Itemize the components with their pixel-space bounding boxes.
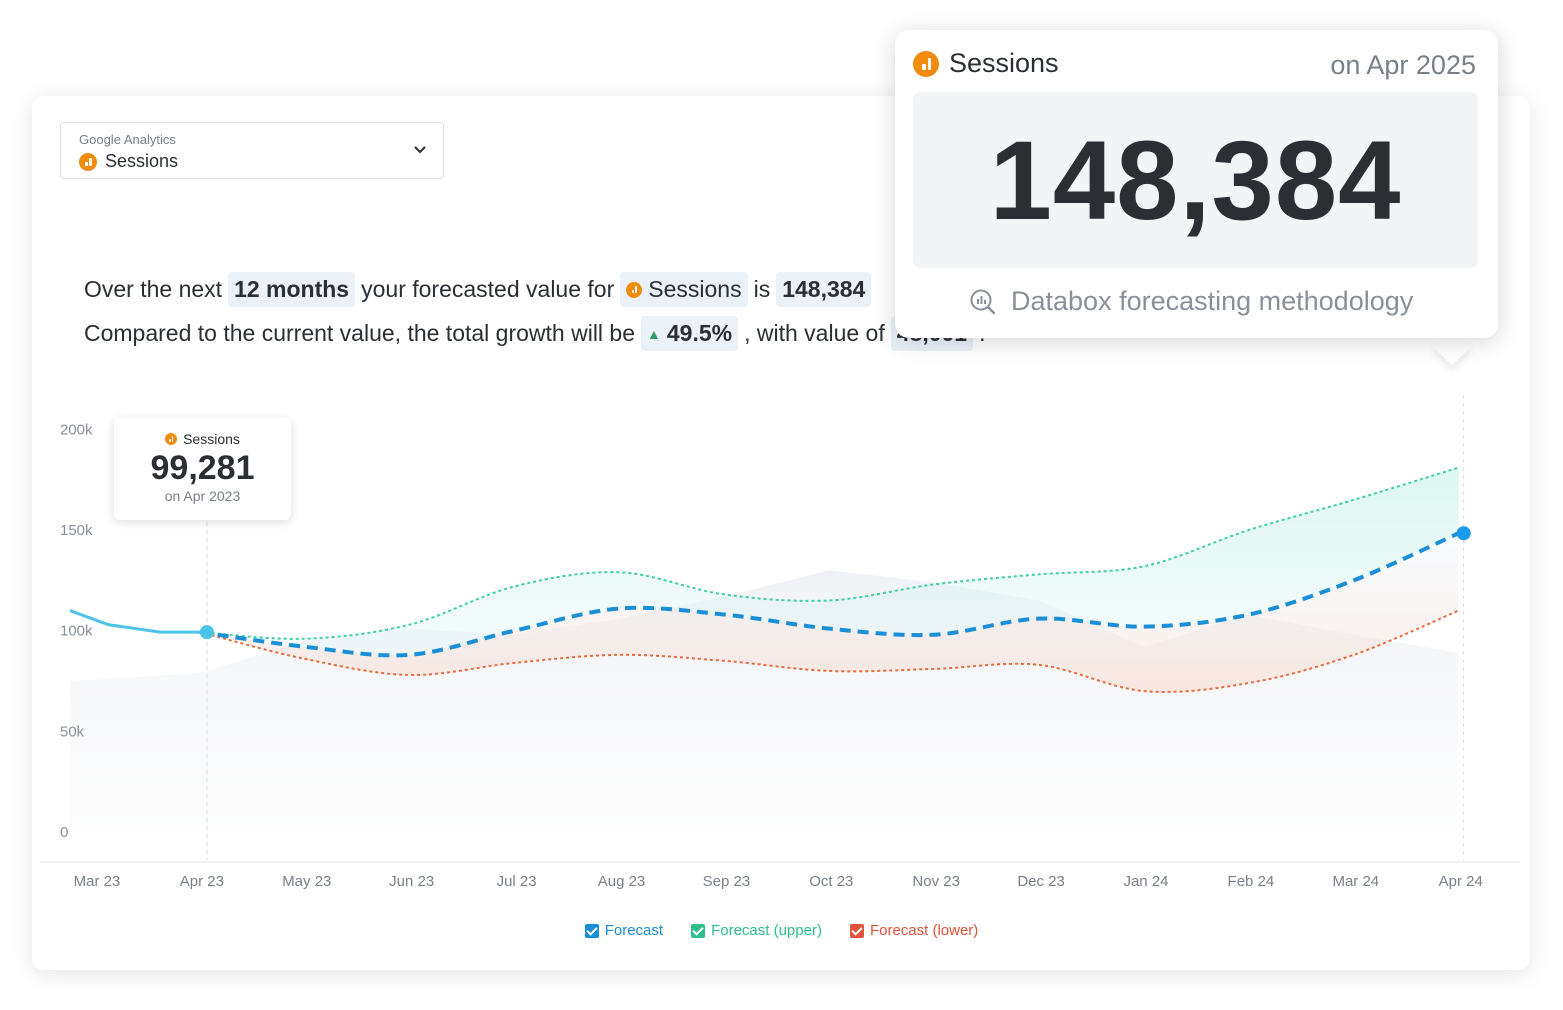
- tooltip-metric: Sessions: [114, 431, 291, 447]
- summary-text: Compared to the current value, the total…: [84, 320, 636, 346]
- google-analytics-icon: [79, 152, 97, 171]
- x-tick-label: Jul 23: [497, 873, 537, 890]
- actual-sessions-line: [69, 609, 207, 634]
- x-tick-label: Dec 23: [1017, 873, 1065, 890]
- legend-item-forecast[interactable]: Forecast: [584, 922, 664, 939]
- chart-search-icon: [970, 289, 996, 314]
- x-tick-label: Mar 23: [74, 873, 121, 890]
- tooltip-date: on Apr 2023: [164, 488, 241, 504]
- legend-item-forecast-upper[interactable]: Forecast (upper): [691, 922, 822, 939]
- forecast-popup: Sessions on Apr 2025 148,384 Databox for…: [895, 30, 1498, 338]
- growth-value: 49.5%: [666, 320, 733, 346]
- x-tick-label: Oct 23: [809, 873, 853, 890]
- x-tick-label: May 23: [282, 873, 331, 890]
- y-tick-label: 100k: [60, 623, 93, 640]
- tooltip-value: 99,281: [150, 449, 255, 487]
- data-source-label: Google Analytics: [79, 132, 176, 147]
- x-tick-label: Jun 23: [389, 873, 434, 890]
- metric-selector[interactable]: Google Analytics Sessions: [60, 122, 444, 179]
- summary-text: is: [753, 276, 771, 302]
- x-tick-label: Apr 23: [180, 873, 224, 890]
- popup-header: Sessions: [913, 48, 1059, 79]
- selected-metric: Sessions: [79, 151, 178, 172]
- legend-label: Forecast: [604, 922, 664, 939]
- selected-metric-label: Sessions: [105, 151, 179, 171]
- checkbox-icon: [849, 923, 864, 938]
- popup-date: on Apr 2025: [1330, 50, 1476, 80]
- upper-band-area: [199, 467, 1459, 656]
- forecast-value-pill: 148,384: [776, 272, 872, 307]
- growth-pill: ▲ 49.5%: [641, 316, 739, 351]
- methodology-link[interactable]: Databox forecasting methodology: [969, 286, 1413, 317]
- summary-text: Over the next: [84, 276, 223, 302]
- y-tick-label: 50k: [60, 723, 85, 740]
- x-tick-label: Jan 24: [1123, 873, 1168, 890]
- popup-value: 148,384: [913, 92, 1478, 268]
- x-tick-label: Apr 24: [1439, 873, 1483, 890]
- checkbox-icon: [584, 923, 599, 938]
- y-tick-label: 0: [60, 824, 68, 841]
- apr24-data-point: [1456, 526, 1471, 541]
- summary-text: your forecasted value for: [361, 276, 615, 302]
- forecast-line: [199, 531, 1460, 658]
- google-analytics-icon: [626, 281, 643, 298]
- chart-legend: Forecast Forecast (upper) Forecast (lowe…: [0, 922, 1563, 939]
- x-tick-label: Mar 24: [1332, 873, 1379, 890]
- lower-band-area: [199, 533, 1459, 692]
- y-tick-label: 150k: [60, 522, 93, 539]
- up-triangle-icon: ▲: [647, 325, 661, 342]
- x-tick-label: Aug 23: [598, 873, 646, 890]
- checkbox-icon: [691, 923, 706, 938]
- google-analytics-icon: [913, 50, 939, 77]
- tooltip-metric-label: Sessions: [183, 431, 240, 447]
- data-point-tooltip: Sessions 99,281 on Apr 2023: [114, 418, 291, 520]
- x-tick-label: Feb 24: [1228, 873, 1275, 890]
- apr23-data-point: [199, 625, 214, 640]
- forecast-upper-line: [199, 466, 1459, 640]
- metric-pill: Sessions: [620, 272, 748, 307]
- legend-label: Forecast (lower): [869, 922, 979, 939]
- summary-line-1: Over the next 12 months your forecasted …: [84, 272, 877, 307]
- x-tick-label: Nov 23: [912, 873, 960, 890]
- google-analytics-icon: [165, 433, 178, 445]
- metric-pill-label: Sessions: [648, 276, 742, 302]
- methodology-link-label: Databox forecasting methodology: [1011, 286, 1414, 316]
- legend-label: Forecast (upper): [711, 922, 822, 939]
- legend-item-forecast-lower[interactable]: Forecast (lower): [849, 922, 979, 939]
- summary-text: , with value of: [744, 320, 885, 346]
- popup-metric-label: Sessions: [949, 48, 1059, 78]
- months-pill: 12 months: [228, 272, 356, 307]
- x-tick-label: Sep 23: [703, 873, 751, 890]
- chevron-down-icon: [414, 146, 426, 154]
- y-tick-label: 200k: [60, 421, 93, 438]
